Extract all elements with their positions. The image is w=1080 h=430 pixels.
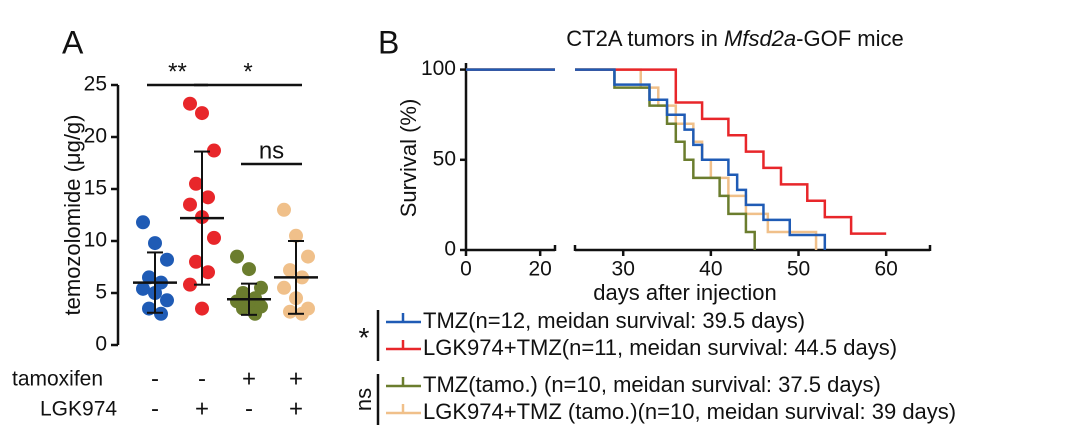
y-tick-label: 25 bbox=[84, 73, 107, 96]
x-axis-label: days after injection bbox=[593, 280, 776, 305]
dot bbox=[183, 96, 197, 111]
condition-value: + bbox=[289, 365, 303, 392]
dot bbox=[301, 249, 315, 264]
y-tick-label: 15 bbox=[84, 177, 107, 200]
condition-label: tamoxifen bbox=[12, 368, 103, 391]
dot bbox=[201, 190, 215, 205]
legend-label: TMZ(tamo.) (n=10, meidan survival: 37.5 … bbox=[423, 372, 881, 397]
x-tick-label: 30 bbox=[612, 258, 635, 281]
dot bbox=[201, 265, 215, 280]
legend-label: LGK974+TMZ(n=11, meidan survival: 44.5 d… bbox=[423, 335, 897, 360]
dot bbox=[242, 262, 256, 277]
y-tick-label: 0 bbox=[444, 238, 456, 261]
dot bbox=[160, 293, 174, 308]
survival-curve bbox=[466, 68, 887, 235]
condition-value: + bbox=[289, 395, 303, 422]
dot bbox=[277, 202, 291, 217]
dot bbox=[283, 263, 297, 278]
x-tick-label: 50 bbox=[787, 258, 810, 281]
dot bbox=[148, 236, 162, 251]
legend-label: TMZ(n=12, meidan survival: 39.5 days) bbox=[423, 308, 805, 333]
condition-value: - bbox=[245, 395, 253, 422]
condition-value: + bbox=[195, 395, 209, 422]
y-tick-label: 20 bbox=[84, 125, 107, 148]
dot bbox=[230, 249, 244, 264]
legend-group-label: * bbox=[359, 322, 370, 353]
dot bbox=[154, 306, 168, 321]
dot bbox=[183, 277, 197, 292]
dot bbox=[136, 281, 150, 296]
dot bbox=[189, 254, 203, 269]
y-axis-label: Survival (%) bbox=[396, 99, 421, 218]
dot bbox=[277, 280, 291, 295]
title-part: -GOF mice bbox=[796, 26, 904, 51]
x-tick-label: 40 bbox=[699, 258, 722, 281]
condition-value: - bbox=[151, 365, 159, 392]
dot bbox=[236, 301, 250, 316]
chart-title: CT2A tumors in Mfsd2a-GOF mice bbox=[566, 26, 903, 51]
y-tick-label: 10 bbox=[84, 229, 107, 252]
legend-group-label: ns bbox=[351, 388, 376, 411]
survival-curve bbox=[466, 68, 827, 250]
x-tick-label: 20 bbox=[528, 258, 551, 281]
x-tick-label: 0 bbox=[460, 258, 472, 281]
significance-label: ns bbox=[259, 137, 284, 164]
dot bbox=[207, 230, 221, 245]
y-tick-label: 5 bbox=[95, 281, 107, 304]
dot bbox=[254, 280, 268, 295]
y-tick-label: 0 bbox=[95, 333, 107, 356]
dot bbox=[136, 215, 150, 230]
panel-label: A bbox=[62, 24, 84, 60]
dot bbox=[195, 106, 209, 121]
dot bbox=[283, 304, 297, 319]
condition-label: LGK974 bbox=[40, 398, 117, 421]
panel-label: B bbox=[378, 24, 399, 60]
y-tick-label: 50 bbox=[433, 147, 456, 170]
dot bbox=[189, 176, 203, 191]
y-axis-label: temozolomide (μg/g) bbox=[60, 115, 85, 316]
title-part: CT2A tumors in bbox=[566, 26, 724, 51]
dot bbox=[289, 228, 303, 243]
title-part: Mfsd2a bbox=[724, 26, 796, 51]
dot bbox=[195, 301, 209, 316]
condition-value: + bbox=[242, 365, 256, 392]
condition-value: - bbox=[198, 365, 206, 392]
dot bbox=[142, 270, 156, 285]
x-tick-label: 60 bbox=[874, 258, 897, 281]
significance-label: * bbox=[243, 58, 252, 85]
significance-label: ** bbox=[168, 58, 187, 85]
dot bbox=[248, 306, 262, 321]
dot bbox=[183, 197, 197, 212]
condition-value: - bbox=[151, 395, 159, 422]
dot bbox=[160, 252, 174, 267]
legend-label: LGK974+TMZ (tamo.)(n=10, meidan survival… bbox=[423, 399, 956, 424]
y-tick-label: 100 bbox=[421, 57, 456, 80]
dot bbox=[207, 143, 221, 158]
